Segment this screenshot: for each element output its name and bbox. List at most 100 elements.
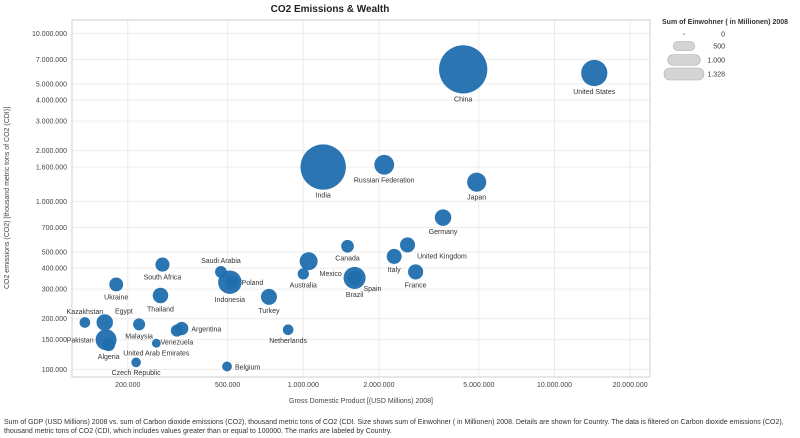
point-label: Mexico [320, 271, 342, 278]
y-tick-label: 1.600.000 [36, 165, 67, 172]
point-labels: China United States India Russian Federatio… [67, 89, 616, 377]
point-czech-republic [131, 357, 141, 368]
legend-size-swatch [682, 32, 686, 36]
point-algeria [102, 338, 116, 352]
point-label: Brazil [346, 292, 364, 299]
point-mexico [299, 252, 318, 271]
point-label: Italy [388, 267, 401, 274]
point-malaysia [133, 318, 146, 331]
point-saudi-arabia [215, 266, 227, 278]
point-label: Malaysia [125, 333, 153, 340]
point-russian-federation [374, 154, 395, 175]
point-label: United States [573, 89, 616, 96]
x-tick-label: 500.000 [215, 382, 240, 389]
y-tick-label: 150.000 [42, 337, 67, 344]
point-germany [434, 209, 452, 226]
x-tick-label: 2.000.000 [363, 382, 394, 389]
point-label: South Africa [144, 275, 182, 282]
y-tick-label: 10.000.000 [32, 31, 67, 38]
point-label: Saudi Arabia [201, 258, 241, 265]
point-italy [386, 248, 402, 264]
chart-caption: Sum of GDP (USD Millions) 2008 vs. sum o… [4, 419, 784, 435]
legend-size-swatch [663, 67, 705, 81]
y-tick-label: 2.000.000 [36, 148, 67, 155]
point-label: Germany [429, 229, 458, 236]
point-egypt [96, 314, 113, 331]
point-spain [347, 270, 362, 285]
point-label: Czech Republic [112, 370, 162, 377]
point-france [408, 264, 424, 280]
point-canada [341, 239, 354, 253]
data-points [79, 45, 608, 372]
point-australia [297, 268, 309, 280]
size-legend: Sum of Einwohner ( in Millionen) 2008 0 5… [662, 19, 788, 81]
y-tick-label: 4.000.000 [36, 98, 67, 105]
legend-entry-label: 0 [721, 32, 725, 39]
point-label: Poland [242, 280, 264, 287]
y-tick-label: 1.000.000 [36, 199, 67, 206]
point-label: Egypt [115, 308, 133, 315]
point-label: Japan [467, 195, 486, 202]
point-poland [225, 275, 239, 289]
y-tick-label: 700.000 [42, 225, 67, 232]
x-tick-label: 5.000.000 [463, 382, 494, 389]
point-china [439, 45, 488, 94]
point-south-africa [155, 257, 170, 272]
legend-entry-label: 500 [713, 44, 725, 51]
y-tick-label: 300.000 [42, 287, 67, 294]
point-label: Spain [364, 286, 382, 293]
plot-frame [71, 19, 651, 378]
grid [72, 20, 650, 377]
point-label: Kazakhstan [67, 309, 104, 316]
point-united-states [581, 59, 608, 87]
legend-title: Sum of Einwohner ( in Millionen) 2008 [662, 19, 788, 26]
point-label: Venezuela [161, 340, 194, 347]
y-tick-label: 200.000 [42, 316, 67, 323]
point-netherlands [282, 324, 294, 336]
chart-title: CO2 Emissions & Wealth [271, 4, 390, 15]
y-tick-label: 5.000.000 [36, 81, 67, 88]
point-kazakhstan [79, 317, 91, 328]
y-tick-label: 100.000 [42, 367, 67, 374]
point-label: Canada [335, 256, 360, 263]
legend-entry-label: 1.000 [707, 58, 725, 65]
y-tick-label: 500.000 [42, 249, 67, 256]
point-label: Netherlands [269, 338, 307, 345]
y-axis-label: CO2 emissions (CO2) [thousand metric ton… [4, 107, 11, 289]
y-tick-label: 400.000 [42, 266, 67, 273]
point-label: Belgium [235, 364, 260, 371]
legend-size-swatch [667, 54, 701, 66]
x-axis-ticks: 200.000 500.000 1.000.000 2.000.000 5.000.00… [115, 382, 648, 389]
point-india [300, 144, 346, 190]
point-turkey [260, 288, 277, 305]
point-label: China [454, 97, 472, 104]
point-label: Pakistan [67, 338, 94, 345]
x-tick-label: 200.000 [115, 382, 140, 389]
point-venezuela [170, 324, 184, 337]
point-united-kingdom [400, 237, 416, 253]
x-axis-label: Gross Domestic Product [(USD Millions) 2… [289, 398, 433, 405]
point-label: Australia [290, 283, 317, 290]
point-label: United Arab Emirates [123, 351, 190, 358]
point-label: Turkey [258, 308, 280, 315]
point-label: Ukraine [104, 294, 128, 301]
point-label: United Kingdom [417, 253, 467, 260]
point-belgium [222, 361, 232, 372]
co2-wealth-chart: CO2 Emissions & Wealth 200.000 500.000 1.0… [4, 4, 788, 405]
point-label: India [316, 193, 331, 200]
y-tick-label: 7.000.000 [36, 57, 67, 64]
point-ukraine [109, 277, 124, 292]
point-label: Argentina [191, 326, 221, 333]
y-axis-ticks: 100.000 150.000 200.000 300.000 400.000 500.0… [32, 31, 67, 374]
x-tick-label: 10.000.000 [537, 382, 572, 389]
point-thailand [152, 287, 169, 304]
point-label: Indonesia [215, 297, 245, 304]
point-united-arab-emirates [151, 338, 161, 348]
point-label: Russian Federation [354, 178, 415, 185]
legend-entry-label: 1.328 [707, 72, 725, 79]
point-label: Algeria [98, 354, 120, 361]
x-tick-label: 1.000.000 [288, 382, 319, 389]
point-label: France [405, 282, 427, 289]
y-tick-label: 3.000.000 [36, 119, 67, 126]
point-label: Thailand [147, 306, 174, 313]
